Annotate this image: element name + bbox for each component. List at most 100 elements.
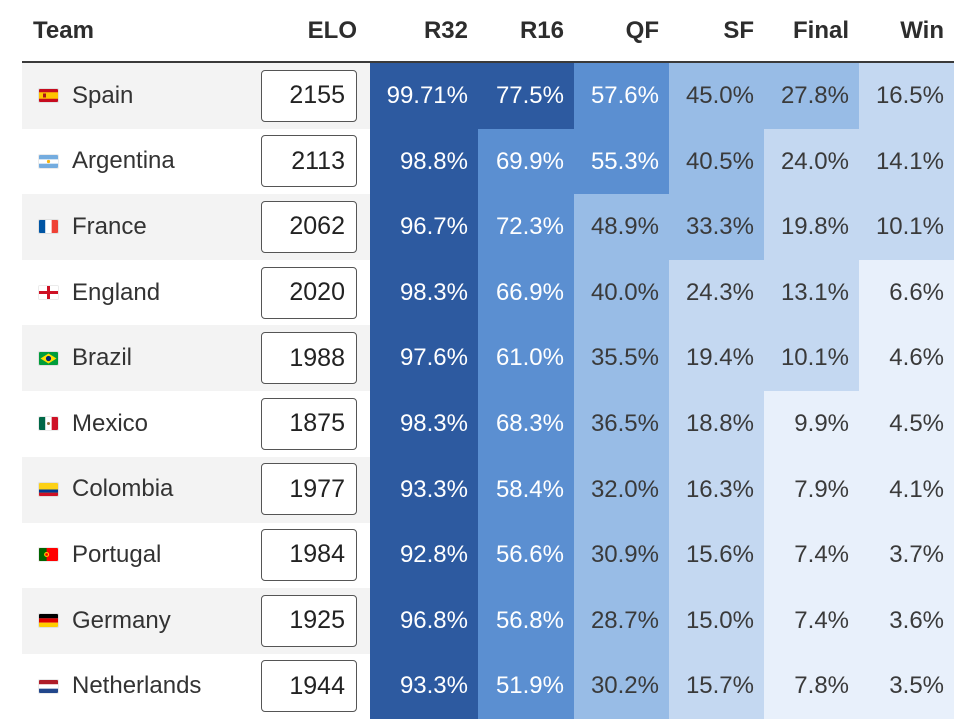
win-cell: 4.1% bbox=[859, 456, 954, 523]
win-cell: 6.6% bbox=[859, 259, 954, 326]
final-cell: 13.1% bbox=[764, 259, 859, 326]
table-row: France 2062 96.7% 72.3% 48.9% 33.3% 19.8% 10.1% bbox=[0, 194, 960, 261]
colombia-flag-icon bbox=[39, 482, 58, 496]
spain-flag-icon bbox=[39, 89, 58, 103]
portugal-flag-icon bbox=[39, 548, 58, 562]
elo-input[interactable]: 1977 bbox=[261, 463, 357, 516]
win-cell: 4.6% bbox=[859, 325, 954, 392]
elo-input[interactable]: 1984 bbox=[261, 528, 357, 581]
sf-cell: 15.0% bbox=[669, 587, 764, 654]
table-row: Argentina 2113 98.8% 69.9% 55.3% 40.5% 24.0% 14… bbox=[0, 128, 960, 195]
elo-input[interactable]: 1925 bbox=[261, 594, 357, 647]
header-qf[interactable]: QF bbox=[625, 17, 659, 44]
r32-cell: 92.8% bbox=[370, 522, 478, 589]
final-cell: 19.8% bbox=[764, 194, 859, 261]
header-final[interactable]: Final bbox=[792, 17, 849, 44]
table-row: Spain 2155 99.71% 77.5% 57.6% 45.0% 27.8% 16.5% bbox=[0, 63, 960, 130]
final-cell: 24.0% bbox=[764, 128, 859, 195]
win-cell: 3.5% bbox=[859, 653, 954, 720]
brazil-flag-icon bbox=[39, 351, 58, 365]
germany-flag-icon bbox=[39, 614, 58, 628]
table-row: Netherlands 1944 93.3% 51.9% 30.2% 15.7% 7.8% 3… bbox=[0, 653, 960, 720]
elo-input[interactable]: 1875 bbox=[261, 397, 357, 450]
table-row: Colombia 1977 93.3% 58.4% 32.0% 16.3% 7.9% 4.1% bbox=[0, 456, 960, 523]
team-name: Netherlands bbox=[72, 672, 202, 700]
win-cell: 3.6% bbox=[859, 587, 954, 654]
r16-cell: 77.5% bbox=[478, 63, 574, 130]
table-row: Portugal 1984 92.8% 56.6% 30.9% 15.6% 7.4% 3.7% bbox=[0, 522, 960, 589]
r32-cell: 93.3% bbox=[370, 653, 478, 720]
r16-cell: 66.9% bbox=[478, 259, 574, 326]
r16-cell: 61.0% bbox=[478, 325, 574, 392]
win-cell: 10.1% bbox=[859, 194, 954, 261]
sf-cell: 16.3% bbox=[669, 456, 764, 523]
netherlands-flag-icon bbox=[39, 679, 58, 693]
team-name: Portugal bbox=[72, 540, 162, 568]
win-cell: 3.7% bbox=[859, 522, 954, 589]
final-cell: 7.4% bbox=[764, 587, 859, 654]
r32-cell: 98.3% bbox=[370, 259, 478, 326]
france-flag-icon bbox=[39, 220, 58, 234]
header-r32[interactable]: R32 bbox=[423, 17, 468, 44]
team-name: Spain bbox=[72, 81, 134, 109]
qf-cell: 30.9% bbox=[574, 522, 669, 589]
mexico-flag-icon bbox=[39, 417, 58, 431]
r32-cell: 99.71% bbox=[370, 63, 478, 130]
elo-input[interactable]: 1944 bbox=[261, 660, 357, 713]
header-sf[interactable]: SF bbox=[723, 17, 754, 44]
sf-cell: 45.0% bbox=[669, 63, 764, 130]
final-cell: 27.8% bbox=[764, 63, 859, 130]
table-row: England 2020 98.3% 66.9% 40.0% 24.3% 13.1% 6.6% bbox=[0, 259, 960, 326]
header-divider bbox=[22, 61, 954, 63]
qf-cell: 36.5% bbox=[574, 391, 669, 458]
sf-cell: 33.3% bbox=[669, 194, 764, 261]
team-name: Germany bbox=[72, 606, 171, 634]
qf-cell: 40.0% bbox=[574, 259, 669, 326]
final-cell: 7.8% bbox=[764, 653, 859, 720]
r32-cell: 96.7% bbox=[370, 194, 478, 261]
sf-cell: 15.7% bbox=[669, 653, 764, 720]
team-name: France bbox=[72, 212, 147, 240]
team-name: Brazil bbox=[72, 344, 133, 372]
argentina-flag-icon bbox=[39, 154, 58, 168]
final-cell: 7.4% bbox=[764, 522, 859, 589]
sf-cell: 19.4% bbox=[669, 325, 764, 392]
qf-cell: 32.0% bbox=[574, 456, 669, 523]
table-row: Brazil 1988 97.6% 61.0% 35.5% 19.4% 10.1% 4.6% bbox=[0, 325, 960, 392]
r32-cell: 98.8% bbox=[370, 128, 478, 195]
qf-cell: 35.5% bbox=[574, 325, 669, 392]
r16-cell: 51.9% bbox=[478, 653, 574, 720]
sf-cell: 24.3% bbox=[669, 259, 764, 326]
sf-cell: 18.8% bbox=[669, 391, 764, 458]
table-row: Germany 1925 96.8% 56.8% 28.7% 15.0% 7.4% 3.6% bbox=[0, 587, 960, 654]
sf-cell: 15.6% bbox=[669, 522, 764, 589]
r16-cell: 56.6% bbox=[478, 522, 574, 589]
header-team[interactable]: Team bbox=[33, 17, 94, 44]
header-win[interactable]: Win bbox=[900, 17, 944, 44]
r32-cell: 96.8% bbox=[370, 587, 478, 654]
final-cell: 7.9% bbox=[764, 456, 859, 523]
win-cell: 14.1% bbox=[859, 128, 954, 195]
elo-input[interactable]: 2062 bbox=[261, 200, 357, 253]
r32-cell: 93.3% bbox=[370, 456, 478, 523]
qf-cell: 57.6% bbox=[574, 63, 669, 130]
team-name: Argentina bbox=[72, 147, 175, 175]
r16-cell: 56.8% bbox=[478, 587, 574, 654]
elo-input[interactable]: 2155 bbox=[261, 69, 357, 122]
header-r16[interactable]: R16 bbox=[519, 17, 564, 44]
final-cell: 9.9% bbox=[764, 391, 859, 458]
england-flag-icon bbox=[39, 286, 58, 300]
qf-cell: 48.9% bbox=[574, 194, 669, 261]
r16-cell: 58.4% bbox=[478, 456, 574, 523]
r32-cell: 98.3% bbox=[370, 391, 478, 458]
elo-input[interactable]: 2020 bbox=[261, 266, 357, 319]
team-name: Colombia bbox=[72, 475, 174, 503]
r16-cell: 68.3% bbox=[478, 391, 574, 458]
elo-input[interactable]: 2113 bbox=[261, 135, 357, 188]
table-row: Mexico 1875 98.3% 68.3% 36.5% 18.8% 9.9% 4.5% bbox=[0, 391, 960, 458]
win-cell: 16.5% bbox=[859, 63, 954, 130]
header-elo[interactable]: ELO bbox=[307, 17, 357, 44]
r16-cell: 69.9% bbox=[478, 128, 574, 195]
r32-cell: 97.6% bbox=[370, 325, 478, 392]
elo-input[interactable]: 1988 bbox=[261, 332, 357, 385]
